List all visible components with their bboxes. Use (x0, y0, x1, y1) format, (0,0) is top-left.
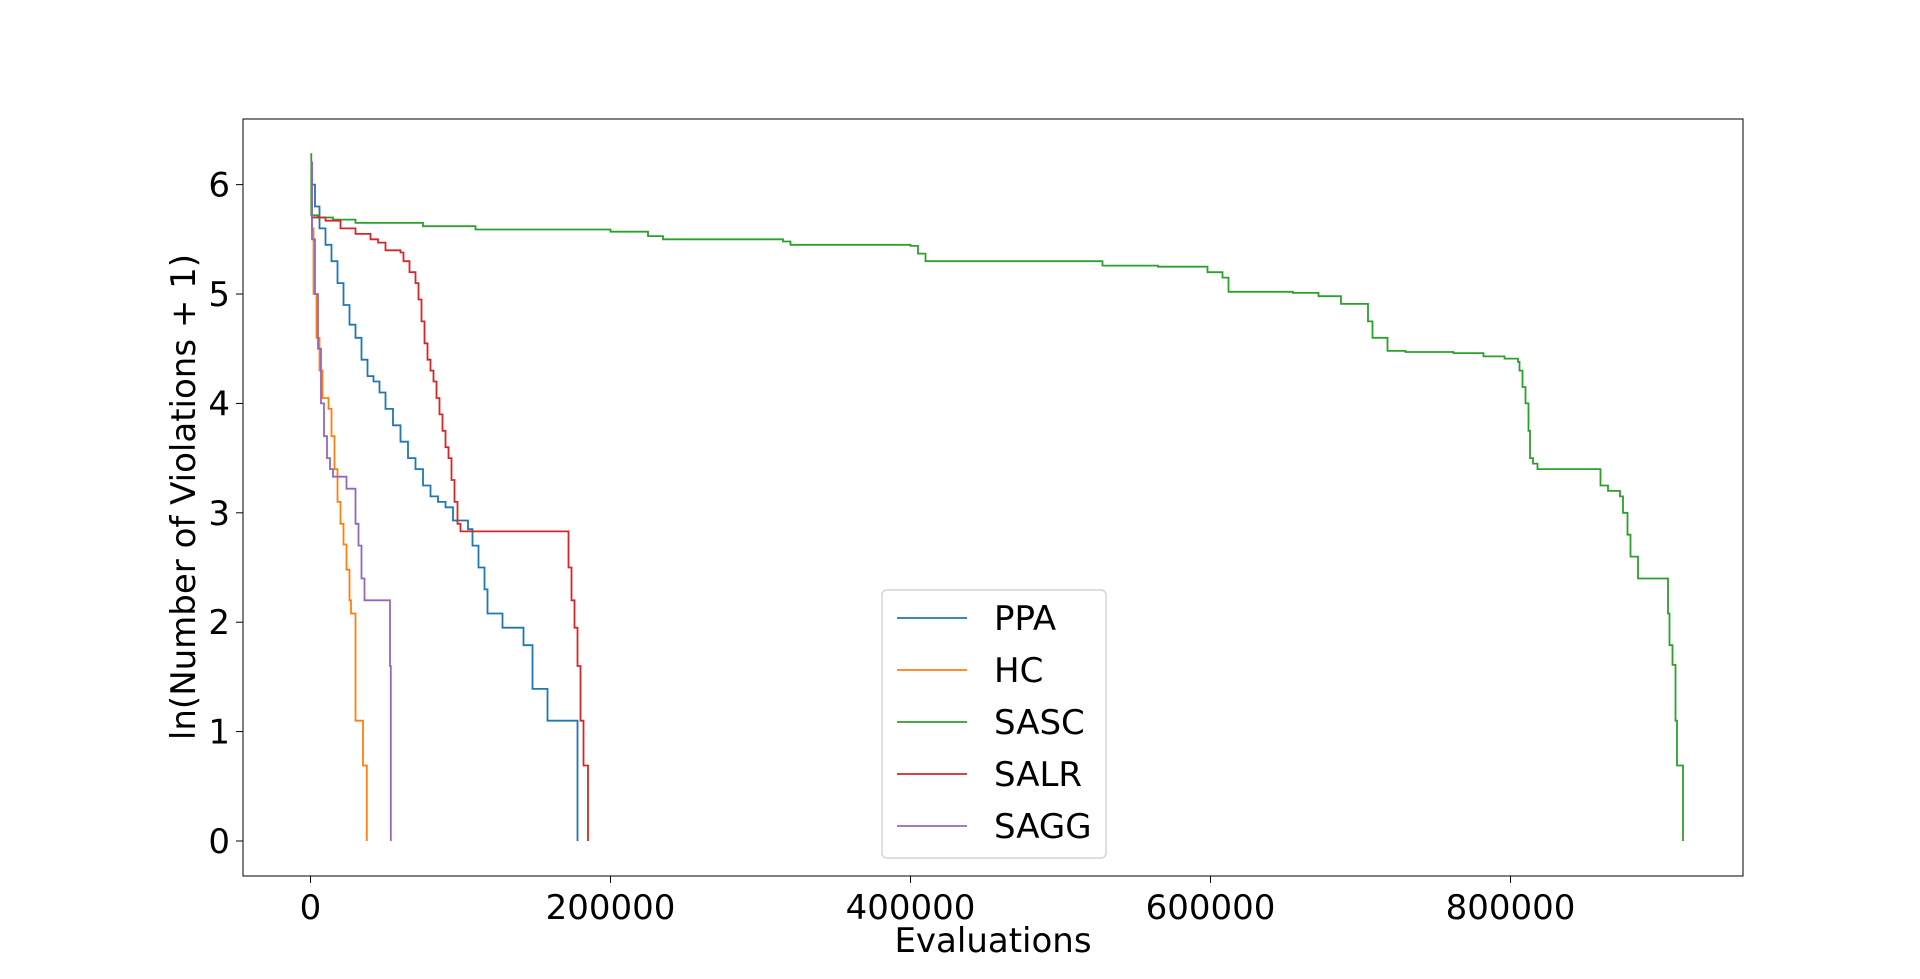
x-axis-label: Evaluations (894, 921, 1091, 961)
legend-label-ppa: PPA (994, 599, 1056, 639)
legend-label-sagg: SAGG (994, 807, 1092, 847)
x-tick-label: 400000 (846, 888, 976, 928)
series-layer (310, 153, 1684, 841)
y-tick-label: 3 (208, 494, 230, 534)
y-tick-label: 2 (208, 603, 230, 643)
series-line-salr (310, 161, 589, 841)
legend: PPA HC SASC SALR SAGG (881, 589, 1107, 859)
y-tick-label: 6 (208, 166, 230, 206)
legend-label-salr: SALR (994, 755, 1082, 795)
y-tick-label: 5 (208, 275, 230, 315)
x-tick-label: 800000 (1446, 888, 1576, 928)
x-tick-label: 0 (300, 888, 322, 928)
x-tick-label: 600000 (1146, 888, 1276, 928)
series-line-ppa (310, 161, 579, 841)
legend-box (881, 589, 1107, 859)
series-line-hc (310, 161, 368, 841)
series-line-sagg (310, 161, 392, 841)
legend-label-hc: HC (994, 651, 1043, 691)
x-axis: 0 200000 400000 600000 800000 (300, 876, 1576, 928)
x-tick-label: 200000 (546, 888, 676, 928)
legend-label-sasc: SASC (994, 703, 1085, 743)
y-axis: 0 1 2 3 4 5 6 (208, 166, 243, 862)
series-line-sasc (310, 153, 1684, 841)
y-axis-label: ln(Number of Violations + 1) (164, 254, 204, 740)
y-tick-label: 1 (208, 713, 230, 753)
y-tick-label: 0 (208, 822, 230, 862)
y-tick-label: 4 (208, 384, 230, 424)
